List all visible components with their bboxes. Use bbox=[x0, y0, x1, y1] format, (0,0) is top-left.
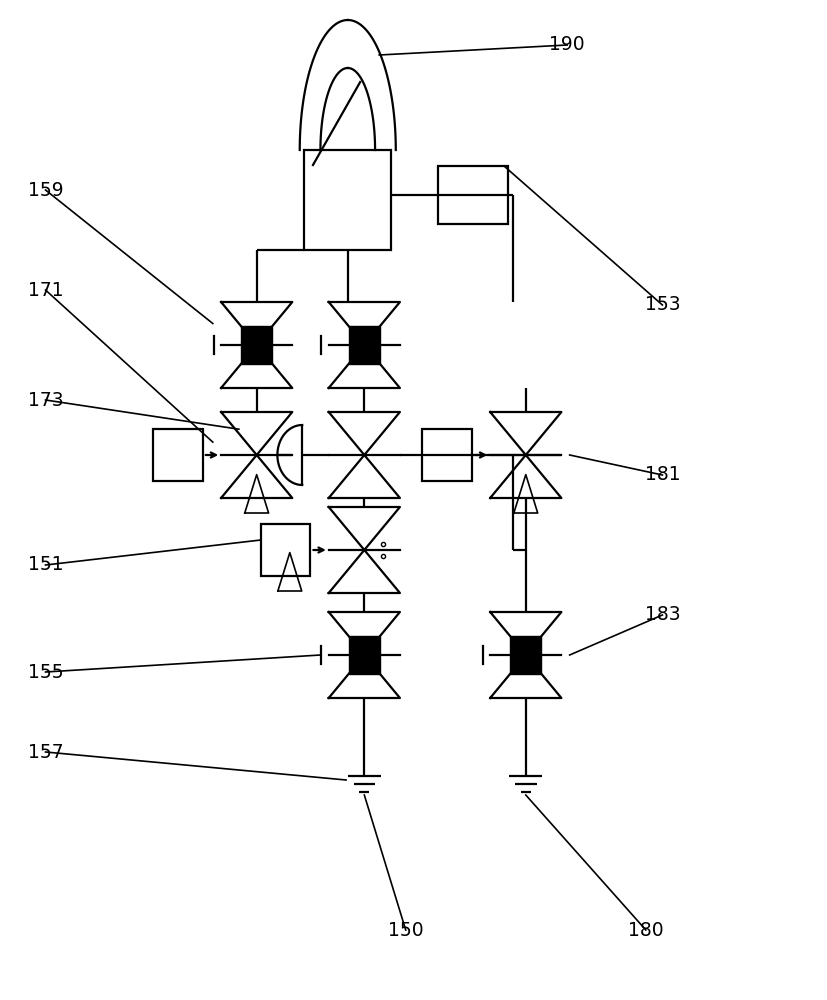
Text: 171: 171 bbox=[27, 280, 64, 300]
Text: 157: 157 bbox=[27, 742, 64, 762]
Text: 153: 153 bbox=[643, 296, 680, 314]
Bar bbox=[437, 166, 508, 224]
Text: 180: 180 bbox=[627, 920, 663, 940]
Bar bbox=[422, 429, 471, 481]
Bar bbox=[241, 326, 272, 364]
Text: 151: 151 bbox=[27, 556, 64, 574]
Text: 150: 150 bbox=[387, 920, 423, 940]
Text: 173: 173 bbox=[27, 390, 64, 410]
Bar bbox=[509, 636, 541, 674]
Text: 155: 155 bbox=[27, 662, 64, 682]
Bar bbox=[261, 524, 310, 576]
Bar bbox=[304, 150, 390, 250]
Text: 159: 159 bbox=[27, 180, 64, 200]
Bar bbox=[348, 326, 380, 364]
Bar bbox=[348, 636, 380, 674]
Text: 183: 183 bbox=[643, 605, 680, 624]
Text: 181: 181 bbox=[643, 466, 680, 485]
Bar bbox=[153, 429, 203, 481]
Text: 190: 190 bbox=[548, 35, 585, 54]
